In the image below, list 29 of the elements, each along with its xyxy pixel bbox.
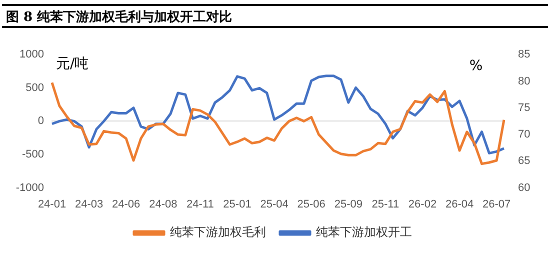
x-tick-label: 26-04 [445, 198, 474, 210]
x-tick-label: 25-04 [260, 198, 288, 210]
y2-tick-label: 60 [518, 182, 530, 194]
x-tick-label: 24-06 [112, 198, 140, 210]
x-tick-label: 25-09 [334, 198, 362, 210]
x-tick-label: 26-07 [482, 198, 511, 210]
x-tick-label: 24-08 [149, 198, 178, 210]
y2-tick-label: 75 [518, 102, 530, 114]
x-tick-label: 24-01 [38, 198, 66, 210]
x-tick-label: 25-01 [223, 198, 252, 210]
x-tick-label: 26-02 [408, 198, 437, 210]
y-tick-label: 1000 [20, 48, 44, 61]
y2-tick-label: 70 [518, 128, 530, 141]
y-tick-label: 500 [26, 82, 44, 94]
y-tick-label: 0 [38, 115, 44, 128]
legend-label: 纯苯下游加权毛利 [170, 225, 266, 240]
legend-label: 纯苯下游加权开工 [316, 225, 412, 240]
y2-tick-label: 65 [518, 155, 530, 168]
y2-axis-title: % [469, 58, 483, 74]
y-axis-title: 元/吨 [56, 56, 89, 72]
x-tick-label: 24-11 [186, 198, 214, 210]
y-tick-label: -500 [22, 148, 44, 161]
x-tick-label: 25-11 [372, 198, 400, 210]
y-tick-label: -1000 [16, 182, 44, 194]
x-tick-label: 24-03 [74, 198, 104, 210]
chart-title: 图 8 纯苯下游加权毛利与加权开工对比 [2, 4, 548, 28]
x-tick-label: 25-06 [297, 198, 326, 210]
y2-tick-label: 80 [518, 75, 530, 88]
y2-tick-label: 85 [518, 48, 530, 61]
